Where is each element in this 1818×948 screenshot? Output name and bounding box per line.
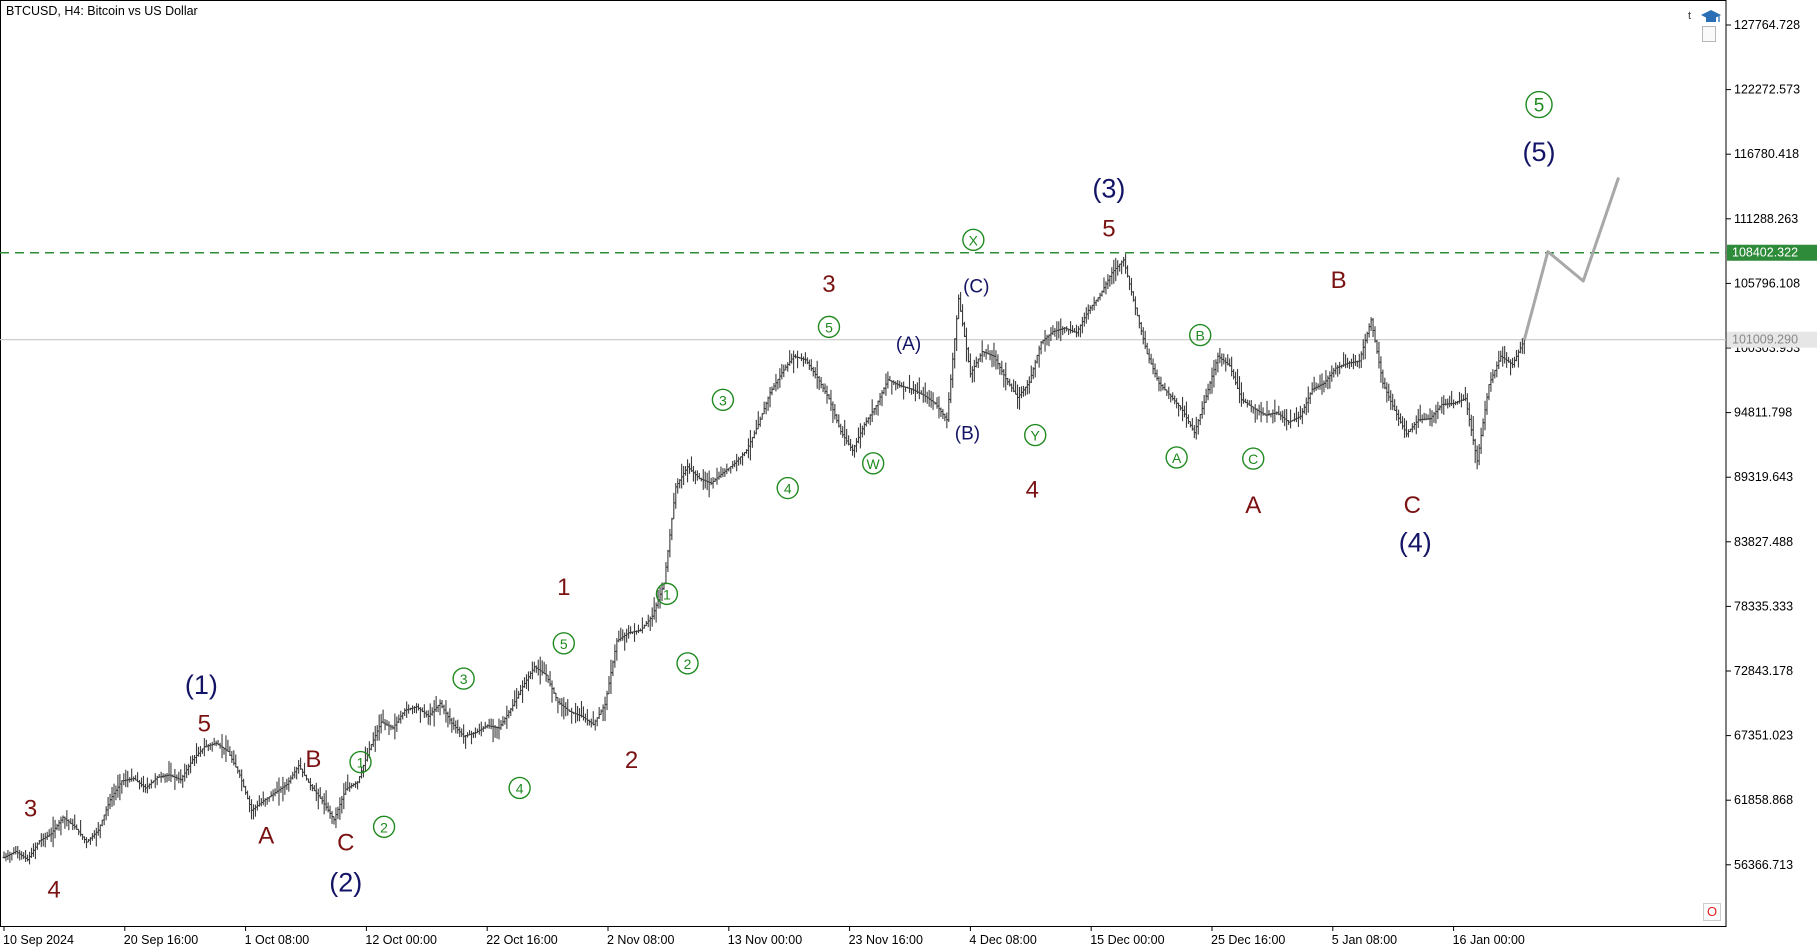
wave-circle [676,652,699,675]
y-tick-label: 116780.418 [1734,147,1799,161]
wave-label: 3 [24,795,37,822]
trade-circle-icon[interactable]: O [1703,903,1721,921]
x-tick-label: 4 Dec 08:00 [969,933,1036,947]
corner-letter: t [1688,10,1692,22]
wave-label: 5 [198,711,211,738]
wave-label: 2 [684,656,692,672]
wave-label: C [337,829,354,856]
price-level-label: 108402.322 [1732,246,1798,260]
y-tick-label: 83827.488 [1734,535,1793,549]
x-tick-label: 2 Nov 08:00 [607,933,674,947]
wave-label: 5 [825,319,833,335]
wave-label: 4 [516,780,524,796]
wave-circle [452,667,475,690]
wave-circle [1525,90,1553,119]
wave-circle [776,476,799,500]
wave-circle [962,228,985,252]
wave-label: W [867,456,881,472]
x-tick-label: 20 Sep 16:00 [124,933,198,947]
y-tick-label: 127764.728 [1734,18,1800,32]
x-tick-label: 10 Sep 2024 [3,933,74,947]
y-tick-label: 111288.263 [1734,212,1798,226]
wave-label: 5 [1534,96,1545,117]
wave-label: B [1331,267,1347,294]
projection-path [1522,177,1621,341]
y-tick-label: 94811.798 [1734,406,1792,420]
x-tick-label: 1 Oct 08:00 [245,933,310,947]
wave-label: 3 [460,671,468,687]
y-tick-label: 56366.713 [1734,858,1793,872]
wave-circle [655,582,679,606]
x-tick-label: 13 Nov 00:00 [728,933,802,947]
x-tick-label: 23 Nov 16:00 [849,933,923,947]
wave-label: A [1172,450,1182,466]
y-tick-label: 61858.868 [1734,793,1793,807]
wave-label: A [1245,492,1261,519]
wave-label: 4 [1026,477,1039,504]
y-tick-label: 72843.178 [1734,664,1793,678]
wave-circle [1189,323,1212,347]
wave-label: (2) [329,868,362,898]
wave-circle [349,750,372,774]
price-level-tag [1727,244,1817,261]
wave-circle [372,815,396,838]
wave-label: 2 [625,747,638,774]
wave-label: B [1196,328,1205,344]
y-tick-label: 78335.333 [1734,599,1793,613]
x-tick-label: 16 Jan 00:00 [1453,933,1525,947]
wave-label: 1 [663,586,671,602]
price-level-tag [1727,331,1817,348]
x-tick-label: 22 Oct 16:00 [486,933,558,947]
graduation-cap-icon[interactable] [1700,8,1722,26]
wave-label: B [305,746,321,773]
wave-label: C [1404,492,1421,519]
y-tick-label: 122272.573 [1734,83,1800,97]
y-tick-label: 67351.023 [1734,729,1793,743]
wave-label: A [258,822,274,849]
wave-label: (A) [896,334,921,355]
wave-circle [1165,446,1188,469]
price-level-label: 101009.290 [1732,333,1798,347]
wave-label: 3 [719,392,727,408]
symbol-title: BTCUSD, H4: Bitcoin vs US Dollar [6,4,198,18]
wave-circle [711,388,735,412]
wave-circle [508,776,531,800]
x-tick-label: 25 Dec 16:00 [1211,933,1285,947]
wave-label: (5) [1523,137,1556,167]
wave-label: 1 [557,574,570,601]
wave-label: (4) [1399,528,1432,558]
x-tick-label: 15 Dec 00:00 [1090,933,1164,947]
wave-label: C [1248,451,1258,467]
wave-circle [1024,423,1047,447]
y-tick-label: 89319.643 [1734,470,1793,484]
wave-circle [1242,447,1265,470]
wave-circle [861,452,885,475]
wave-label: 5 [560,636,568,652]
y-tick-label: 105796.108 [1734,276,1800,290]
window-icon[interactable] [1702,26,1716,42]
x-tick-label: 5 Jan 08:00 [1332,933,1397,947]
wave-label: (3) [1092,174,1125,204]
x-tick-label: 12 Oct 00:00 [365,933,437,947]
plot-frame [0,0,1727,927]
wave-circle [552,632,576,655]
wave-label: (1) [185,670,218,700]
wave-circle [817,315,841,339]
wave-label: 4 [47,877,60,904]
wave-label: 2 [380,819,388,835]
wave-label: 1 [357,755,365,771]
wave-label: 4 [784,481,792,497]
wave-label: 5 [1102,215,1115,242]
candles [2,253,1526,865]
wave-label: 3 [822,271,835,298]
wave-label: (C) [963,276,989,297]
wave-label: Y [1031,428,1041,444]
wave-label: (B) [955,423,980,444]
wave-label: X [969,232,979,248]
